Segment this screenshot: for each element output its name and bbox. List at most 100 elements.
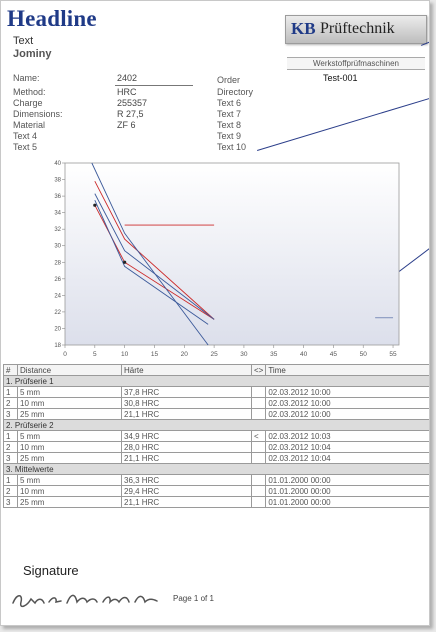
x-tick-label: 20 xyxy=(181,351,189,358)
y-tick-label: 24 xyxy=(54,293,61,299)
table-group-row: 3. Mittelwerte xyxy=(3,463,429,475)
table-cell: 34,9 HRC xyxy=(121,430,252,442)
table-cell: 25 mm xyxy=(17,496,122,508)
y-tick-label: 32 xyxy=(54,227,61,233)
company-logo: KB Prüftechnik xyxy=(285,15,427,44)
x-tick-label: 35 xyxy=(270,351,278,358)
table-cell: 01.01.2000 00:00 xyxy=(265,485,429,497)
table-cell: 28,0 HRC xyxy=(121,441,252,453)
table-cell: 10 mm xyxy=(17,397,122,409)
callout-line-fields xyxy=(257,97,429,151)
table-cell: 21,1 HRC xyxy=(121,452,252,464)
table-cell: 2 xyxy=(3,485,18,497)
table-group-title: 3. Mittelwerte xyxy=(3,463,429,475)
table-cell: 02.03.2012 10:04 xyxy=(265,452,429,464)
column-header-index: # xyxy=(3,364,18,376)
field-label-text9: Text 9 xyxy=(217,131,242,141)
field-label-name: Name: xyxy=(13,73,40,83)
field-label-charge: Charge xyxy=(13,98,43,108)
table-cell: < xyxy=(250,430,267,442)
field-label-directory: Directory xyxy=(217,87,254,97)
handwritten-signature xyxy=(12,594,158,608)
table-cell: 2 xyxy=(3,397,18,409)
test-id: Test-001 xyxy=(323,73,358,83)
logo-brand-name: Prüftechnik xyxy=(320,20,395,37)
y-tick-label: 20 xyxy=(54,326,61,332)
data-point-marker xyxy=(123,260,127,264)
plot-area xyxy=(64,162,400,346)
table-cell: 02.03.2012 10:00 xyxy=(265,397,429,409)
table-row: 2 10 mm 29,4 HRC 01.01.2000 00:00 xyxy=(3,485,429,497)
name-underline xyxy=(115,85,193,86)
field-label-text5: Text 5 xyxy=(13,142,38,152)
table-cell xyxy=(250,441,267,453)
table-cell xyxy=(250,452,267,464)
y-tick-label: 30 xyxy=(54,244,61,250)
table-cell: 02.03.2012 10:04 xyxy=(265,441,429,453)
y-tick-label: 22 xyxy=(54,310,61,316)
table-cell: 10 mm xyxy=(17,441,122,453)
column-header-hardness: Härte xyxy=(121,364,252,376)
table-row: 3 25 mm 21,1 HRC 02.03.2012 10:00 xyxy=(3,408,429,420)
field-value-dimensions: R 27,5 xyxy=(117,109,144,119)
table-cell: 02.03.2012 10:00 xyxy=(265,408,429,420)
report-page: Headline Text Jominy KB Prüftechnik Werk… xyxy=(0,0,430,626)
x-tick-label: 40 xyxy=(300,351,308,358)
field-value-name: 2402 xyxy=(117,73,138,83)
y-tick-label: 26 xyxy=(54,277,61,283)
signature-label: Signature xyxy=(23,563,79,578)
table-group-row: 1. Prüfserie 1 xyxy=(3,375,429,387)
header-subtitle: Jominy xyxy=(13,48,52,60)
table-cell xyxy=(250,496,267,508)
field-value-method: HRC xyxy=(117,87,137,97)
field-label-text8: Text 8 xyxy=(217,120,242,130)
x-tick-label: 25 xyxy=(210,351,218,358)
table-row: 2 10 mm 30,8 HRC 02.03.2012 10:00 xyxy=(3,397,429,409)
table-cell: 1 xyxy=(3,474,18,486)
column-header-distance: Distance xyxy=(17,364,122,376)
x-tick-label: 5 xyxy=(93,351,97,358)
table-cell: 5 mm xyxy=(17,474,122,486)
table-row: 2 10 mm 28,0 HRC 02.03.2012 10:04 xyxy=(3,441,429,453)
data-point-marker xyxy=(93,203,97,207)
y-tick-label: 28 xyxy=(54,260,61,266)
table-cell: 5 mm xyxy=(17,430,122,442)
page-number: Page 1 of 1 xyxy=(173,594,214,603)
table-cell xyxy=(250,485,267,497)
table-cell xyxy=(250,386,267,398)
table-cell: 02.03.2012 10:00 xyxy=(265,386,429,398)
table-group-row: 2. Prüfserie 2 xyxy=(3,419,429,431)
table-header-row: # Distance Härte <> Time xyxy=(3,364,429,376)
field-label-material: Material xyxy=(13,120,46,130)
x-tick-label: 10 xyxy=(121,351,129,358)
column-header-compare: <> xyxy=(250,364,267,376)
series-line xyxy=(91,162,209,346)
table-cell: 1 xyxy=(3,386,18,398)
series-line xyxy=(94,200,209,325)
field-value-material: ZF 6 xyxy=(117,120,136,130)
header-text: Text xyxy=(13,35,34,47)
y-tick-label: 40 xyxy=(54,161,61,167)
table-cell: 21,1 HRC xyxy=(121,496,252,508)
table-cell: 3 xyxy=(3,452,18,464)
field-value-charge: 255357 xyxy=(117,98,148,108)
page-headline: Headline xyxy=(7,6,97,31)
table-row: 3 25 mm 21,1 HRC 02.03.2012 10:04 xyxy=(3,452,429,464)
series-line xyxy=(94,193,215,320)
y-tick-label: 38 xyxy=(54,178,61,184)
table-cell: 3 xyxy=(3,408,18,420)
x-tick-label: 30 xyxy=(240,351,248,358)
y-tick-label: 18 xyxy=(54,343,61,349)
table-cell: 25 mm xyxy=(17,452,122,464)
logo-tagline: Werkstoffprüfmaschinen xyxy=(287,57,425,70)
table-cell: 25 mm xyxy=(17,408,122,420)
table-cell xyxy=(250,474,267,486)
table-cell: 2 xyxy=(3,441,18,453)
table-cell: 10 mm xyxy=(17,485,122,497)
column-header-time: Time xyxy=(265,364,429,376)
table-cell: 5 mm xyxy=(17,386,122,398)
